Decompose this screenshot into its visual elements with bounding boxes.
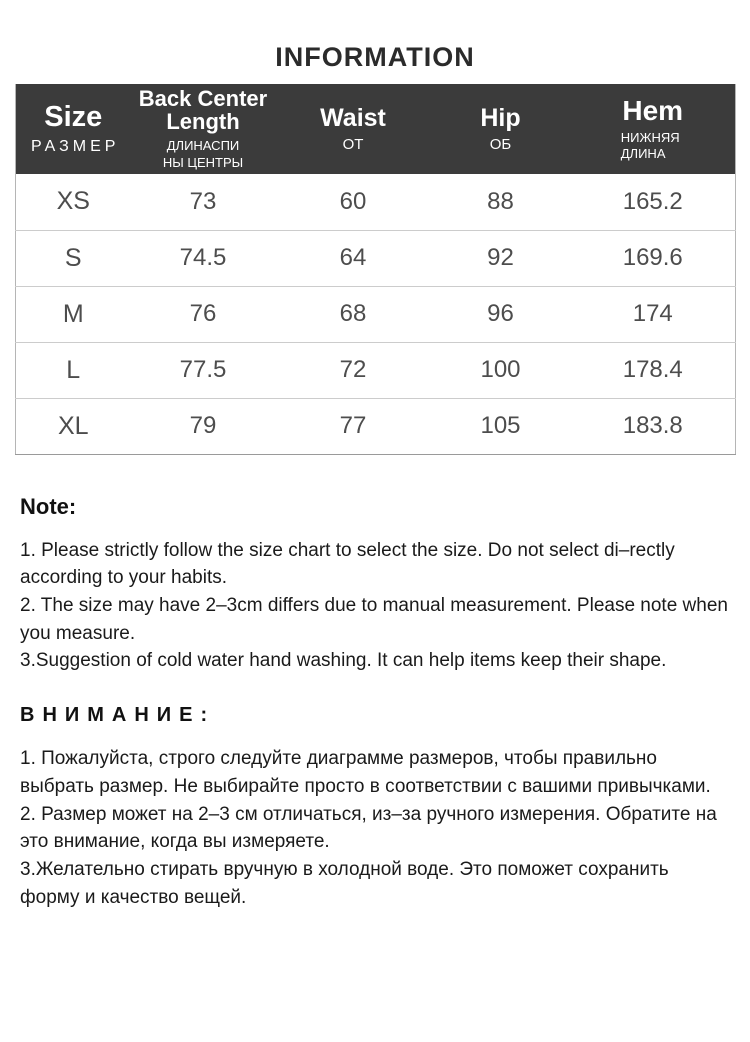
- size-chart-section: Size РАЗМЕР Back Center Length ДЛИНАСПИ …: [15, 84, 736, 455]
- header-waist-ru: ОТ: [342, 136, 364, 154]
- note-item-2: 2. The size may have 2–3cm differs due t…: [20, 594, 728, 644]
- table-cell: 92: [430, 230, 571, 287]
- table-cell: 76: [130, 286, 276, 343]
- header-size-en: Size: [44, 101, 103, 134]
- table-cell: 165.2: [570, 174, 736, 231]
- table-cell: 73: [130, 174, 276, 231]
- header-cell-hip: Hip ОБ: [430, 84, 571, 174]
- table-cell: 72: [275, 342, 431, 399]
- table-cell: 64: [275, 230, 431, 287]
- header-cell-size: Size РАЗМЕР: [15, 84, 131, 174]
- page-title: INFORMATION: [275, 42, 475, 72]
- header-hem-en: Hem: [622, 94, 684, 126]
- table-cell: L: [15, 342, 131, 399]
- table-row-xs: XS 73 60 88 165.2: [15, 174, 736, 231]
- table-cell: XL: [15, 398, 131, 455]
- header-cell-waist: Waist ОТ: [275, 84, 431, 174]
- table-cell: 79: [130, 398, 276, 455]
- table-cell: 169.6: [570, 230, 736, 287]
- table-cell: S: [15, 230, 131, 287]
- table-cell: 100: [430, 342, 571, 399]
- header-hip-en: Hip: [480, 103, 521, 132]
- header-hem-ru: НИЖНЯЯ ДЛИНА: [620, 129, 680, 162]
- attention-item-1: 1. Пожалуйста, строго следуйте диаграмме…: [20, 748, 711, 797]
- table-cell: 77.5: [130, 342, 276, 399]
- table-cell: M: [15, 286, 131, 343]
- table-cell: 60: [275, 174, 431, 231]
- table-cell: 105: [430, 398, 571, 455]
- note-heading: Note:: [20, 493, 77, 519]
- table-cell: 183.8: [570, 398, 736, 455]
- header-waist-en: Waist: [320, 103, 386, 132]
- table-row-m: M 76 68 96 174: [15, 286, 736, 343]
- notes-section: Note: 1. Please strictly follow the size…: [20, 494, 728, 912]
- note-item-1: 1. Please strictly follow the size chart…: [20, 539, 675, 589]
- note-items: 1. Please strictly follow the size chart…: [20, 537, 728, 676]
- header-hip-ru: ОБ: [489, 136, 512, 154]
- table-cell: 88: [430, 174, 571, 231]
- size-chart-table: Size РАЗМЕР Back Center Length ДЛИНАСПИ …: [15, 84, 736, 455]
- table-row-s: S 74.5 64 92 169.6: [15, 230, 736, 287]
- table-cell: 96: [430, 286, 571, 343]
- header-back-center-length-en: Back Center Length: [138, 86, 268, 135]
- table-row-xl: XL 79 77 105 183.8: [15, 398, 736, 455]
- header-size-ru: РАЗМЕР: [31, 137, 120, 155]
- note-item-3: 3.Suggestion of cold water hand washing.…: [20, 650, 667, 672]
- table-cell: 77: [275, 398, 431, 455]
- table-cell: 174: [570, 286, 736, 343]
- header-cell-back-center-length: Back Center Length ДЛИНАСПИ НЫ ЦЕНТРЫ: [130, 84, 276, 174]
- attention-item-2: 2. Размер может на 2–3 см отличаться, из…: [20, 803, 717, 853]
- table-cell: 68: [275, 286, 431, 343]
- table-cell: 178.4: [570, 342, 736, 399]
- size-table-header-row: Size РАЗМЕР Back Center Length ДЛИНАСПИ …: [15, 84, 736, 174]
- header-cell-hem: Hem НИЖНЯЯ ДЛИНА: [570, 84, 736, 174]
- header-back-center-length-ru: ДЛИНАСПИ НЫ ЦЕНТРЫ: [162, 138, 244, 170]
- attention-heading: ВНИМАНИЕ:: [20, 704, 216, 727]
- table-cell: 74.5: [130, 230, 276, 287]
- table-row-l: L 77.5 72 100 178.4: [15, 342, 736, 399]
- attention-items: 1. Пожалуйста, строго следуйте диаграмме…: [20, 745, 728, 911]
- table-cell: XS: [15, 174, 131, 231]
- attention-item-3: 3.Желательно стирать вручную в холодной …: [20, 859, 669, 908]
